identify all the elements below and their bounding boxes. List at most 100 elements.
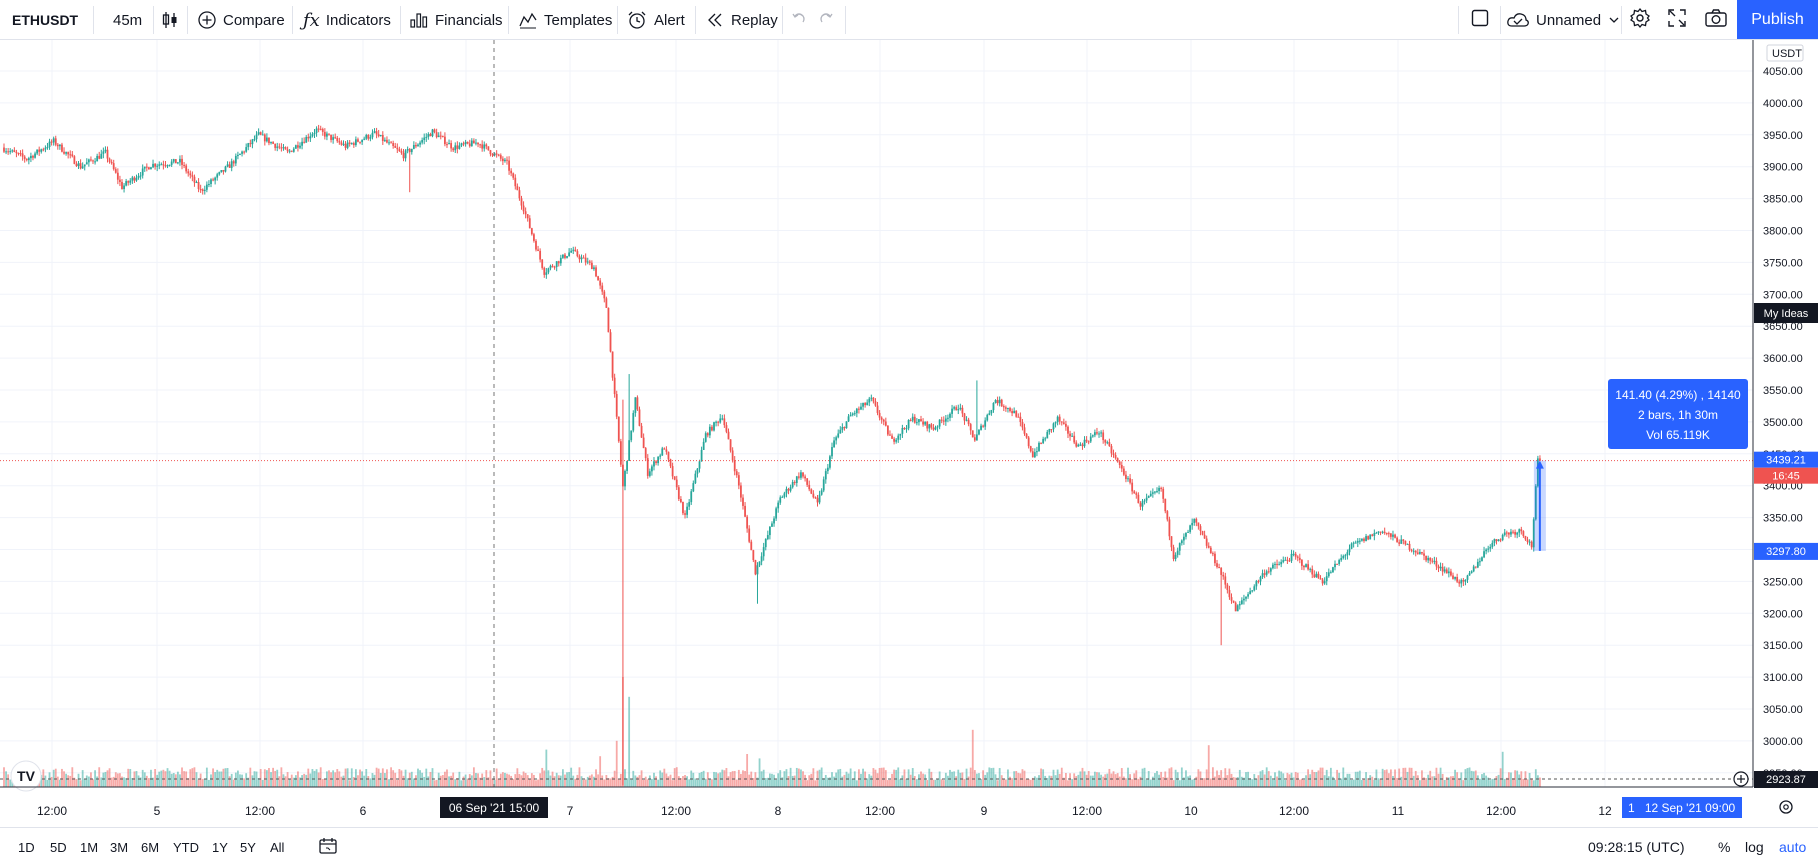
candle-body xyxy=(872,397,875,402)
candle-body xyxy=(253,139,256,141)
replay-button[interactable]: Replay xyxy=(705,0,778,40)
candle-body xyxy=(1298,557,1301,560)
volume-bar xyxy=(114,772,117,787)
range-button-all[interactable]: All xyxy=(270,839,285,855)
candle-body xyxy=(357,139,359,142)
log-toggle[interactable]: log xyxy=(1745,828,1764,866)
symbol-search-button[interactable]: ETHUSDT xyxy=(12,0,78,40)
volume-bar xyxy=(1218,774,1220,787)
candle-body xyxy=(228,164,231,168)
range-button-1m[interactable]: 1M xyxy=(80,839,99,855)
volume-bar xyxy=(769,773,771,787)
candle-body xyxy=(557,261,560,264)
candle-body xyxy=(199,189,202,191)
undo-button[interactable] xyxy=(790,0,808,40)
volume-bar xyxy=(1027,778,1030,787)
volume-bar xyxy=(1361,780,1363,787)
volume-bar xyxy=(802,771,804,787)
volume-bar xyxy=(1031,777,1034,787)
volume-bar xyxy=(454,779,457,787)
compare-button[interactable]: Compare xyxy=(197,0,285,40)
candle-body xyxy=(67,152,70,155)
date-range-button[interactable] xyxy=(318,828,338,866)
fullscreen-button[interactable] xyxy=(1667,0,1687,40)
volume-bar xyxy=(330,772,332,787)
auto-toggle[interactable]: auto xyxy=(1779,828,1806,866)
volume-bar xyxy=(458,771,461,787)
candle-body xyxy=(280,147,283,149)
candle-body xyxy=(328,133,330,135)
candle-body xyxy=(918,419,920,423)
fullscreen-layout-button[interactable] xyxy=(1470,0,1490,40)
candle-body xyxy=(580,257,583,260)
layout-name-button[interactable]: Unnamed xyxy=(1506,0,1619,40)
volume-bar xyxy=(1487,777,1490,787)
time-tick-label: 12:00 xyxy=(661,804,691,818)
alert-button[interactable]: Alert xyxy=(626,0,685,40)
candle-body xyxy=(315,128,318,133)
volume-bar xyxy=(905,779,908,787)
my-ideas-badge xyxy=(1754,303,1818,323)
volume-bar xyxy=(1489,780,1492,787)
price-axis: 4050.004000.003950.003900.003850.003800.… xyxy=(1752,40,1818,788)
candle-body xyxy=(268,137,270,144)
publish-button[interactable]: Publish xyxy=(1737,0,1818,39)
candle-body xyxy=(259,132,262,135)
redo-button[interactable] xyxy=(817,0,835,40)
crosshair-time-label: 06 Sep '21 15:00 xyxy=(449,801,540,815)
volume-bar xyxy=(915,779,918,787)
volume-bar xyxy=(1102,776,1105,787)
range-button-ytd[interactable]: YTD xyxy=(173,839,199,855)
volume-bar xyxy=(1017,772,1020,787)
interval-button[interactable]: 45m xyxy=(113,0,142,40)
candle-body xyxy=(168,164,171,166)
volume-bar xyxy=(837,769,840,787)
volume-bar xyxy=(783,771,786,787)
chart-area[interactable]: 141.40 (4.29%) , 14140 2 bars, 1h 30m Vol … xyxy=(0,40,1818,827)
candle-body xyxy=(212,179,214,181)
candle-body xyxy=(1011,411,1013,414)
volume-bar xyxy=(742,770,744,787)
settings-button[interactable] xyxy=(1629,0,1651,40)
chart-type-button[interactable] xyxy=(160,0,186,40)
candle-body xyxy=(344,143,347,148)
candle-body xyxy=(1377,531,1380,533)
candle-body xyxy=(36,149,39,154)
candle-body xyxy=(379,135,382,137)
range-button-3m[interactable]: 3M xyxy=(110,839,129,855)
indicators-button[interactable]: ƒx Indicators xyxy=(303,0,391,40)
range-button-5d[interactable]: 5D xyxy=(50,839,67,855)
time-tick-label: 12:00 xyxy=(1072,804,1102,818)
volume-bar xyxy=(684,775,686,787)
volume-bar xyxy=(1011,778,1013,787)
snapshot-button[interactable] xyxy=(1704,0,1728,40)
volume-bar xyxy=(152,777,154,787)
volume-bar xyxy=(1201,778,1204,787)
candle-body xyxy=(1468,573,1471,576)
candle-body xyxy=(648,471,651,476)
volume-bar xyxy=(181,767,183,787)
volume-bar xyxy=(727,776,730,787)
percent-toggle[interactable]: % xyxy=(1718,828,1730,866)
candle-body xyxy=(381,135,384,141)
candle-body xyxy=(17,153,20,155)
range-button-1y[interactable]: 1Y xyxy=(212,839,228,855)
volume-bar xyxy=(1249,778,1252,787)
volume-bar xyxy=(1058,773,1061,787)
volume-bar xyxy=(309,773,312,787)
candle-body xyxy=(1532,519,1535,548)
candle-body xyxy=(677,487,680,500)
volume-bar xyxy=(1120,768,1123,787)
candle-body xyxy=(1145,497,1148,501)
templates-button[interactable]: Templates xyxy=(518,0,612,40)
range-button-6m[interactable]: 6M xyxy=(141,839,160,855)
volume-bar xyxy=(506,773,508,787)
range-button-5y[interactable]: 5Y xyxy=(240,839,256,855)
financials-button[interactable]: Financials xyxy=(409,0,503,40)
candle-body xyxy=(1180,540,1183,544)
range-button-1d[interactable]: 1D xyxy=(18,839,35,855)
candle-body xyxy=(829,456,831,468)
candle-body xyxy=(1327,572,1330,577)
utc-clock[interactable]: 09:28:15 (UTC) xyxy=(1588,828,1684,866)
